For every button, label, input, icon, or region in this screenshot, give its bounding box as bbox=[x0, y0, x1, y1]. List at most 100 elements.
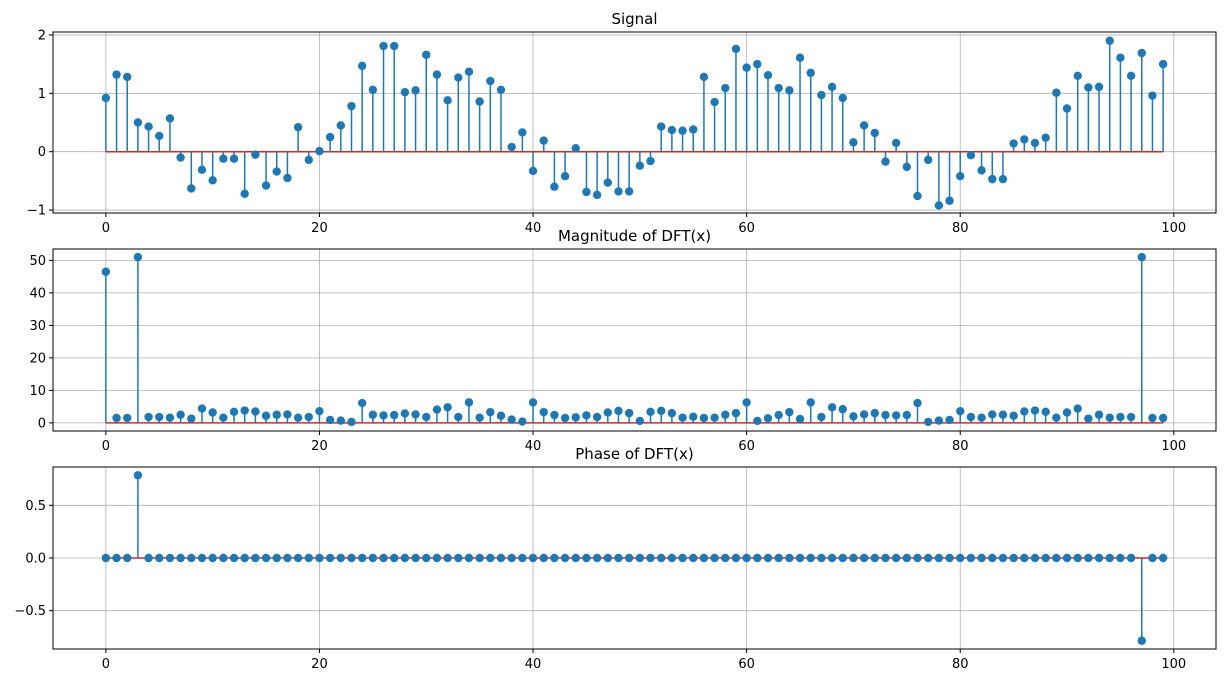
stem-marker bbox=[795, 414, 805, 424]
stem-marker bbox=[165, 114, 175, 123]
stem-marker bbox=[795, 53, 805, 62]
stem-marker bbox=[219, 154, 228, 163]
stem-marker bbox=[240, 553, 249, 563]
stem-marker bbox=[1020, 135, 1029, 144]
stem-marker bbox=[753, 553, 762, 563]
stem-marker bbox=[560, 172, 570, 181]
x-tick-label: 60 bbox=[738, 657, 755, 672]
stem-marker bbox=[400, 409, 410, 418]
y-tick-label: 0 bbox=[38, 145, 46, 160]
x-tick-label: 0 bbox=[102, 657, 110, 672]
stem-marker bbox=[112, 553, 121, 563]
stem-marker bbox=[817, 90, 826, 100]
x-tick-label: 20 bbox=[311, 221, 328, 236]
stem-marker bbox=[422, 50, 431, 59]
stem-marker bbox=[1105, 36, 1114, 45]
stem-marker bbox=[400, 553, 410, 563]
stem-marker bbox=[998, 553, 1008, 563]
stem-marker bbox=[539, 136, 548, 145]
stem-marker bbox=[187, 553, 196, 563]
stem-marker bbox=[550, 553, 559, 563]
stem-marker bbox=[315, 553, 324, 563]
y-tick-label: 0.0 bbox=[25, 552, 46, 567]
stem-marker bbox=[112, 413, 121, 423]
stem-marker bbox=[646, 156, 655, 166]
chart-title: Signal bbox=[611, 10, 657, 28]
stem-marker bbox=[101, 553, 111, 563]
stem-marker bbox=[560, 413, 570, 423]
stem-marker bbox=[624, 408, 634, 418]
stem-marker bbox=[1073, 404, 1082, 413]
stem-marker bbox=[870, 408, 879, 418]
stem-marker bbox=[988, 553, 997, 563]
stem-marker bbox=[443, 553, 452, 563]
stem-marker bbox=[849, 412, 858, 421]
stem-marker bbox=[1073, 71, 1082, 80]
stem-marker bbox=[144, 412, 153, 422]
stem-marker bbox=[325, 132, 335, 142]
stem-marker bbox=[1126, 71, 1136, 80]
stem-marker bbox=[721, 553, 730, 563]
stem-marker bbox=[272, 167, 281, 176]
stem-marker bbox=[1030, 138, 1040, 148]
stem-marker bbox=[763, 71, 773, 80]
stem-marker bbox=[891, 138, 901, 148]
stem-marker bbox=[689, 125, 698, 134]
stem-marker bbox=[496, 411, 506, 420]
stem-marker bbox=[1020, 553, 1029, 563]
stem-marker bbox=[806, 398, 815, 407]
stem-marker bbox=[229, 154, 239, 163]
stem-marker bbox=[155, 412, 164, 422]
stem-marker bbox=[785, 407, 794, 417]
stem-marker bbox=[646, 553, 655, 563]
stem-marker bbox=[390, 553, 399, 563]
stem-marker bbox=[486, 407, 495, 417]
stem-marker bbox=[710, 413, 719, 422]
stem-marker bbox=[518, 553, 527, 563]
stem-marker bbox=[123, 413, 132, 423]
stem-marker bbox=[293, 553, 303, 563]
stem-marker bbox=[913, 398, 922, 408]
stem-marker bbox=[571, 413, 580, 422]
stem-marker bbox=[806, 68, 815, 78]
stem-marker bbox=[261, 553, 271, 563]
stem-marker bbox=[859, 410, 869, 419]
stem-marker bbox=[133, 118, 143, 127]
stem-marker bbox=[229, 553, 239, 563]
stem-marker bbox=[891, 411, 901, 420]
stem-marker bbox=[208, 408, 217, 417]
stem-marker bbox=[667, 408, 677, 418]
stem-marker bbox=[304, 412, 313, 422]
axes-frame bbox=[52, 31, 1217, 214]
stem-marker bbox=[443, 403, 452, 412]
stem-marker bbox=[849, 553, 858, 563]
stem-marker bbox=[571, 553, 580, 563]
stem-marker bbox=[923, 553, 933, 563]
stem-marker bbox=[261, 411, 271, 420]
stem-marker bbox=[1041, 133, 1050, 142]
stem-marker bbox=[496, 553, 506, 563]
stem-marker bbox=[357, 553, 367, 563]
stem-marker bbox=[464, 67, 474, 76]
stem-marker bbox=[603, 178, 613, 187]
stem-marker bbox=[774, 410, 783, 420]
stem-marker bbox=[550, 410, 559, 420]
stem-marker bbox=[272, 553, 281, 563]
dft-magnitude-panel: 0 20 40 60 80 100 0 10 20 30 40 50 Magnitude of DFT(… bbox=[29, 227, 1217, 454]
stem-marker bbox=[699, 72, 709, 82]
stem-marker bbox=[1094, 82, 1104, 92]
stem-marker bbox=[635, 161, 645, 170]
stem-marker bbox=[635, 553, 645, 563]
stem-marker bbox=[133, 471, 143, 480]
stem-marker bbox=[934, 416, 944, 425]
stem-marker bbox=[123, 72, 132, 82]
stem-marker bbox=[347, 553, 356, 563]
stem-marker bbox=[699, 413, 709, 423]
stem-marker bbox=[528, 553, 538, 563]
stem-marker bbox=[774, 83, 783, 93]
chart-title: Phase of DFT(x) bbox=[575, 445, 693, 463]
stem-marker bbox=[1041, 553, 1050, 563]
stem-marker bbox=[689, 412, 698, 421]
stem-marker bbox=[1052, 413, 1061, 422]
stem-marker bbox=[881, 410, 890, 420]
